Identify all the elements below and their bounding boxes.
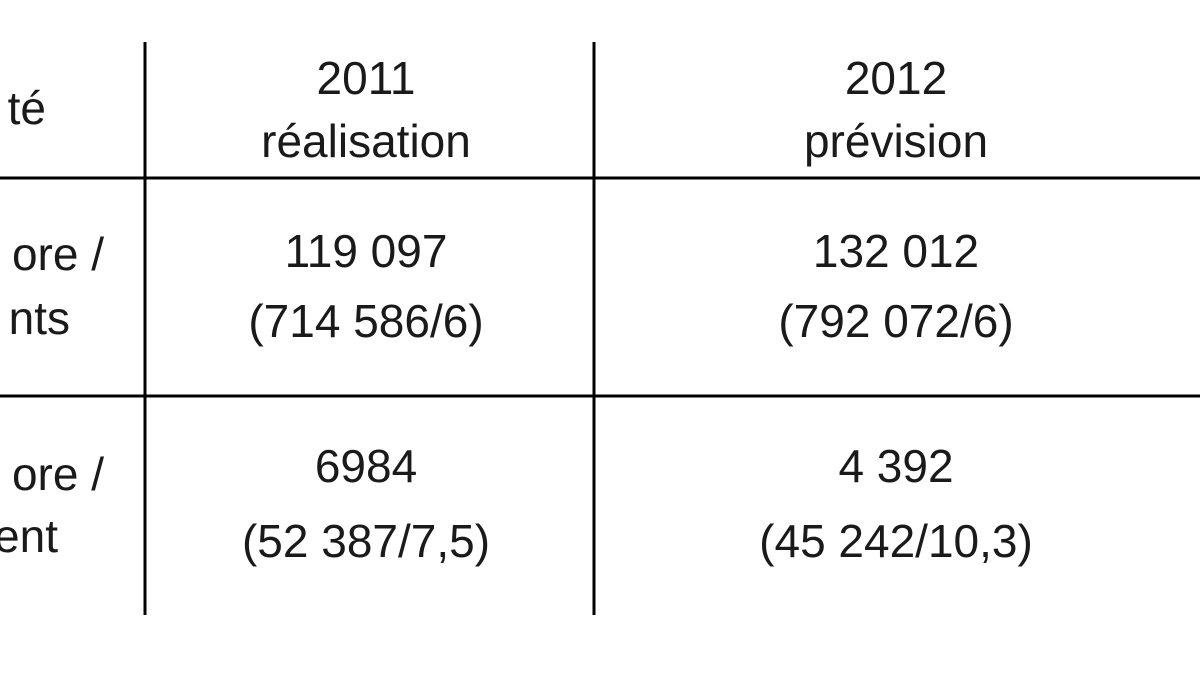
- cell: (52 387/7,5): [242, 515, 490, 567]
- row-label: nts: [9, 292, 70, 344]
- row-label: ent: [0, 510, 58, 562]
- cell: 119 097: [285, 225, 448, 277]
- cell: 4 392: [838, 440, 953, 492]
- row-label: ore /: [12, 448, 104, 500]
- row-label: ore /: [12, 228, 104, 280]
- header-cell: té: [8, 82, 46, 134]
- header-cell: 2012: [845, 52, 947, 104]
- cell: 132 012: [813, 225, 979, 277]
- header-cell: prévision: [804, 115, 988, 167]
- cell: (714 586/6): [248, 295, 483, 347]
- cell: (45 242/10,3): [759, 515, 1033, 567]
- cell: (792 072/6): [778, 295, 1013, 347]
- cell: 6984: [315, 440, 417, 492]
- header-cell: réalisation: [261, 115, 471, 167]
- header-cell: 2011: [317, 52, 416, 104]
